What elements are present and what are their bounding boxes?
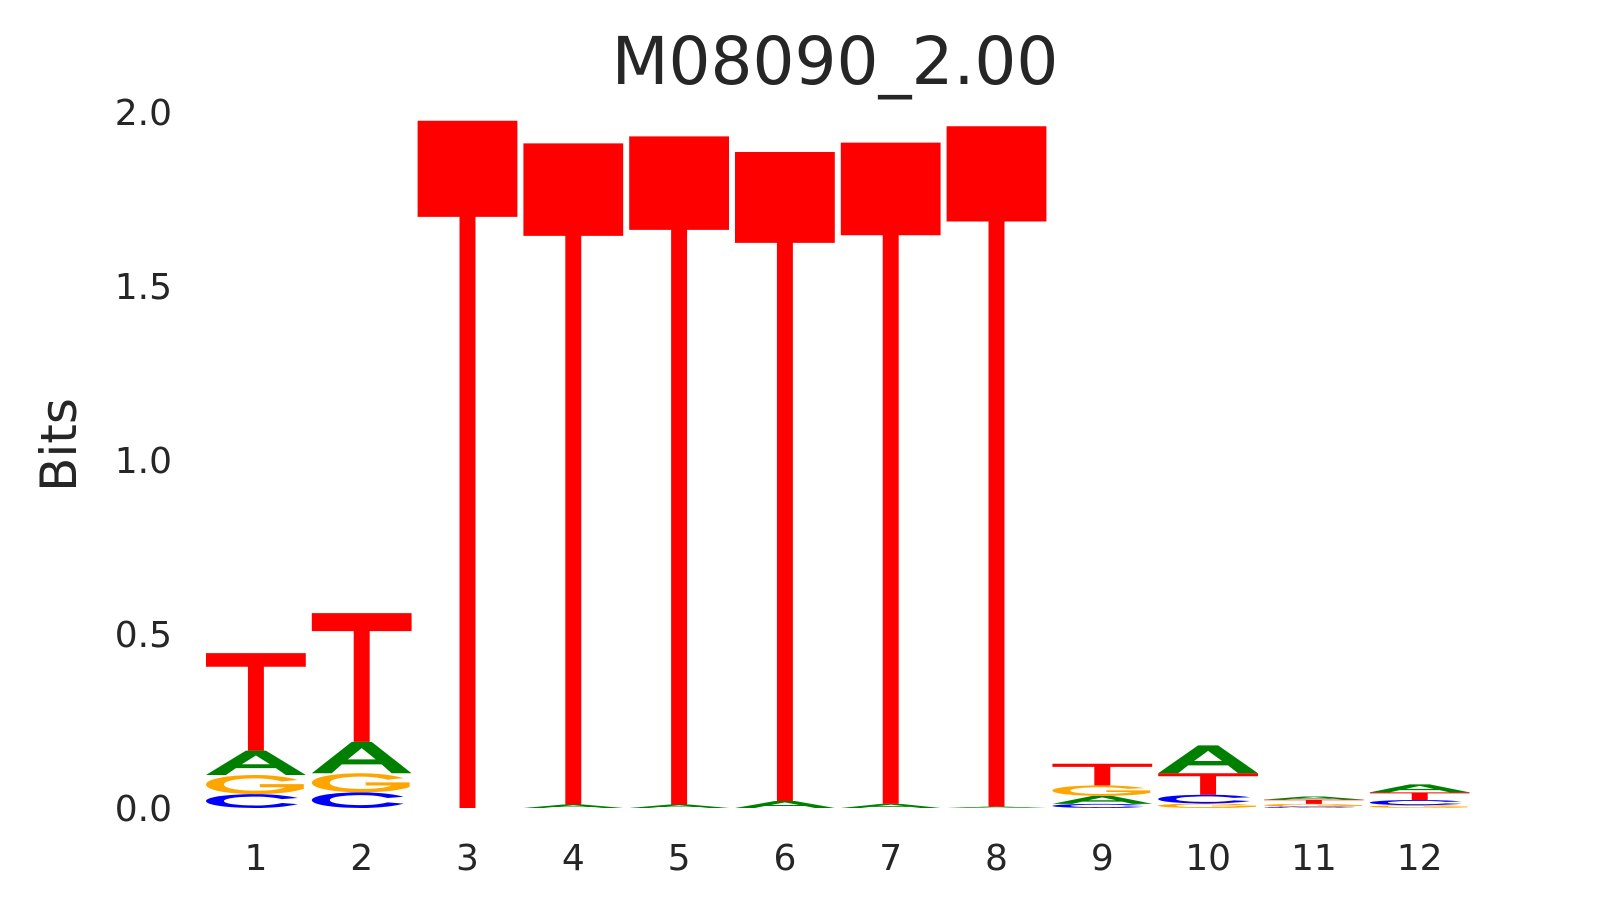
y-tick-label: 1.5 bbox=[115, 267, 172, 308]
letter-a-pos-2 bbox=[311, 741, 412, 774]
letter-a-pos-1 bbox=[206, 750, 306, 775]
chart-title: M08090_2.00 bbox=[612, 23, 1059, 100]
letter-a-pos-7 bbox=[840, 803, 941, 808]
letter-t-pos-2 bbox=[311, 613, 412, 742]
letter-a-pos-6 bbox=[735, 801, 835, 808]
letter-t-pos-10 bbox=[1158, 773, 1258, 795]
y-tick-label: 1.0 bbox=[115, 441, 172, 482]
letter-a-pos-12 bbox=[1369, 784, 1470, 793]
letter-t-pos-3 bbox=[417, 120, 518, 808]
letter-t-pos-9 bbox=[1052, 763, 1153, 786]
x-tick-label: 12 bbox=[1397, 838, 1443, 879]
letter-t-pos-4 bbox=[523, 143, 624, 805]
letter-a-pos-5 bbox=[629, 804, 729, 808]
letter-a-pos-8 bbox=[946, 806, 1047, 808]
x-tick-group: 1 2 3 4 5 6 7 8 9 10 11 12 bbox=[244, 838, 1442, 879]
letter-g-pos-2 bbox=[311, 773, 410, 793]
letter-t-pos-12 bbox=[1369, 792, 1470, 800]
letter-t-pos-1 bbox=[206, 653, 306, 751]
letter-g-pos-9 bbox=[1052, 785, 1151, 796]
letter-c-pos-12 bbox=[1369, 799, 1462, 806]
x-tick-label: 3 bbox=[456, 838, 479, 879]
letter-t-pos-7 bbox=[840, 142, 941, 804]
y-tick-label: 0.5 bbox=[115, 615, 172, 656]
x-tick-label: 5 bbox=[668, 838, 691, 879]
letter-g-pos-10 bbox=[1158, 803, 1257, 808]
x-tick-label: 6 bbox=[773, 838, 796, 879]
letter-t-pos-11 bbox=[1264, 799, 1364, 804]
letter-a-pos-4 bbox=[523, 804, 624, 808]
letter-c-pos-2 bbox=[311, 792, 404, 808]
letter-stack-group bbox=[206, 120, 1470, 808]
y-axis-label: Bits bbox=[30, 398, 88, 492]
x-tick-label: 9 bbox=[1091, 838, 1114, 879]
letter-t-pos-6 bbox=[735, 152, 835, 802]
letter-c-pos-1 bbox=[206, 794, 298, 808]
x-tick-label: 4 bbox=[562, 838, 585, 879]
y-tick-label: 0.0 bbox=[115, 789, 172, 830]
y-tick-group: 0.0 0.5 1.0 1.5 2.0 bbox=[115, 93, 172, 830]
x-tick-label: 11 bbox=[1291, 838, 1337, 879]
letter-a-pos-9 bbox=[1052, 795, 1153, 804]
x-tick-label: 1 bbox=[244, 838, 267, 879]
letter-c-pos-10 bbox=[1158, 794, 1251, 804]
letter-t-pos-8 bbox=[946, 126, 1047, 807]
x-tick-label: 7 bbox=[879, 838, 902, 879]
letter-g-pos-1 bbox=[206, 774, 304, 795]
letter-a-pos-11 bbox=[1264, 796, 1364, 800]
x-tick-label: 8 bbox=[985, 838, 1008, 879]
letter-t-pos-5 bbox=[629, 136, 729, 805]
letter-a-pos-10 bbox=[1158, 745, 1258, 774]
x-tick-label: 2 bbox=[350, 838, 373, 879]
letter-c-pos-11 bbox=[1264, 806, 1356, 808]
letter-g-pos-11 bbox=[1264, 803, 1362, 807]
y-tick-label: 2.0 bbox=[115, 93, 172, 134]
letter-g-pos-12 bbox=[1369, 805, 1468, 808]
x-tick-label: 10 bbox=[1185, 838, 1231, 879]
letter-c-pos-9 bbox=[1052, 803, 1145, 808]
